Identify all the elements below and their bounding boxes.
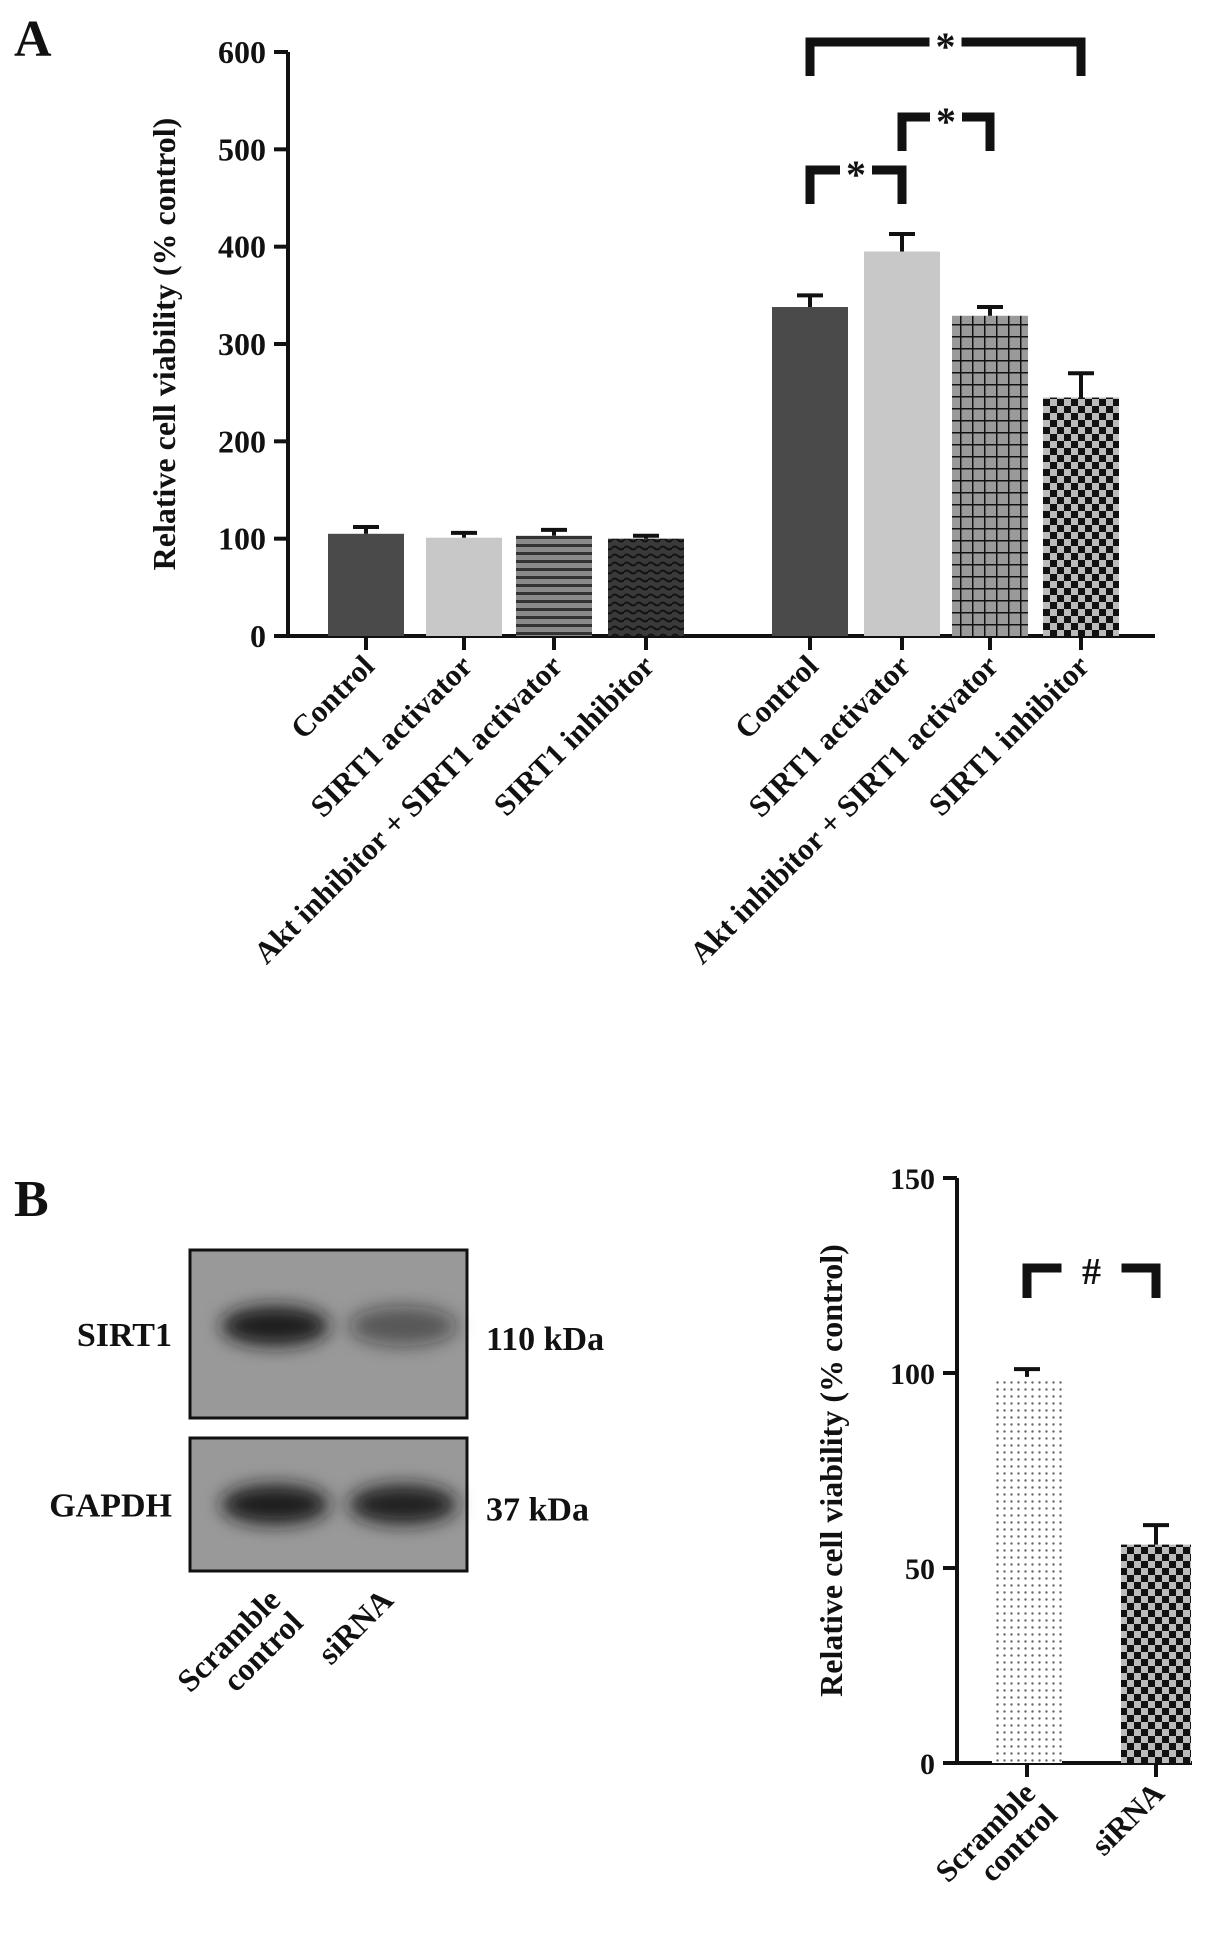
significance-bracket xyxy=(897,112,995,151)
blot-lane-label: Scramblecontrol xyxy=(170,1581,310,1721)
blot-band xyxy=(221,1484,329,1525)
panel-label-b: B xyxy=(14,1171,49,1228)
bar xyxy=(1121,1544,1191,1763)
bar xyxy=(328,533,404,636)
bar xyxy=(1043,397,1119,636)
chart-a: 0 100 200 300 400 500 600 Relative cell viabili… xyxy=(146,24,1155,970)
panel-label-a: A xyxy=(14,11,52,68)
y-tick-label: 200 xyxy=(218,423,266,459)
y-tick-label: 150 xyxy=(890,1163,935,1196)
bar xyxy=(992,1376,1062,1763)
y-tick-label: 400 xyxy=(218,229,266,265)
x-tick-label: SIRT1 inhibitor xyxy=(922,648,1097,823)
significance-bracket xyxy=(805,165,907,204)
y-tick-label: 100 xyxy=(890,1358,935,1391)
y-tick-label: 0 xyxy=(250,618,266,654)
significance-label: * xyxy=(936,24,956,69)
y-tick-label: 50 xyxy=(905,1553,935,1586)
significance-label: * xyxy=(846,152,866,197)
x-tick-label: siRNA xyxy=(1084,1775,1171,1862)
blot-size-label: 110 kDa xyxy=(486,1321,604,1358)
significance-bracket xyxy=(805,37,1086,76)
bar xyxy=(516,535,592,636)
bar xyxy=(952,315,1028,636)
y-tick-label: 600 xyxy=(218,34,266,70)
western-blot: SIRT1 110 kDa GAPDH 37 kDa Scramblecontrol si… xyxy=(49,1248,604,1721)
x-tick-label: SIRT1 activator xyxy=(741,648,917,824)
blot-protein-label: SIRT1 xyxy=(77,1317,172,1354)
bar xyxy=(608,538,684,636)
bar xyxy=(864,251,940,637)
y-axis-label: Relative cell viability (% control) xyxy=(813,1244,849,1697)
significance-bracket xyxy=(1022,1263,1161,1298)
blot-lane-label: siRNA xyxy=(310,1581,400,1671)
blot-band xyxy=(349,1484,457,1525)
y-tick-label: 300 xyxy=(218,326,266,362)
x-tick-label: Control xyxy=(284,648,382,746)
x-tick-label: SIRT1 inhibitor xyxy=(487,648,662,823)
y-tick-label: 100 xyxy=(218,521,266,557)
bar xyxy=(772,307,848,636)
x-tick-label: Scramblecontrol xyxy=(928,1775,1064,1911)
chart-b: 0 50 100 150 Relative cell viability (% cont… xyxy=(813,1163,1192,1911)
y-tick-label: 500 xyxy=(218,131,266,167)
blot-size-label: 37 kDa xyxy=(486,1492,589,1529)
blot-protein-label: GAPDH xyxy=(49,1488,172,1525)
blot-band xyxy=(349,1306,457,1346)
y-axis-label: Relative cell viability (% control) xyxy=(146,118,182,571)
y-tick-label: 0 xyxy=(920,1748,935,1781)
bar xyxy=(426,537,502,636)
significance-label: # xyxy=(1082,1251,1101,1293)
blot-band xyxy=(221,1306,329,1346)
significance-label: * xyxy=(936,99,956,144)
